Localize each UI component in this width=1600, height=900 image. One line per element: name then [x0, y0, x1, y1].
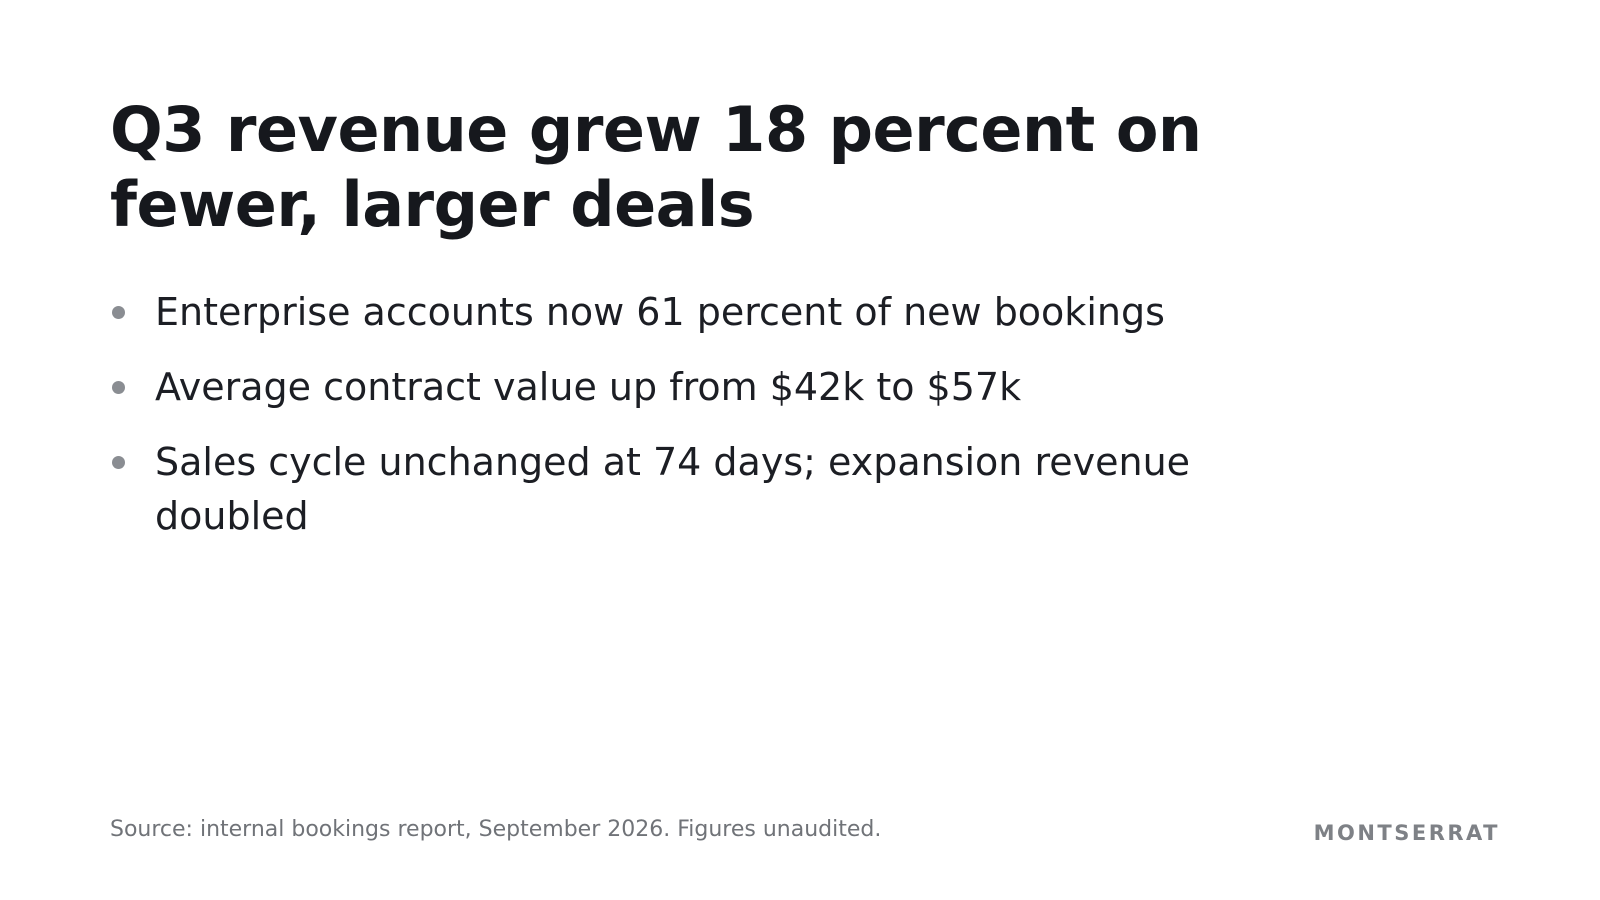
bullet-text: Sales cycle unchanged at 74 days; expans… [155, 440, 1191, 538]
slide-title: Q3 revenue grew 18 percent on fewer, lar… [110, 93, 1202, 241]
bullet-text: Enterprise accounts now 61 percent of ne… [155, 290, 1165, 334]
bullet-item: Sales cycle unchanged at 74 days; expans… [110, 435, 1260, 543]
bullet-list: Enterprise accounts now 61 percent of ne… [110, 285, 1260, 564]
bullet-text: Average contract value up from $42k to $… [155, 365, 1022, 409]
bullet-dot-icon [112, 381, 125, 394]
brand-wordmark: MONTSERRAT [1313, 821, 1500, 845]
bullet-dot-icon [112, 456, 125, 469]
source-note: Source: internal bookings report, Septem… [110, 817, 882, 842]
bullet-item: Average contract value up from $42k to $… [110, 360, 1260, 414]
bullet-dot-icon [112, 306, 125, 319]
bullet-item: Enterprise accounts now 61 percent of ne… [110, 285, 1260, 339]
